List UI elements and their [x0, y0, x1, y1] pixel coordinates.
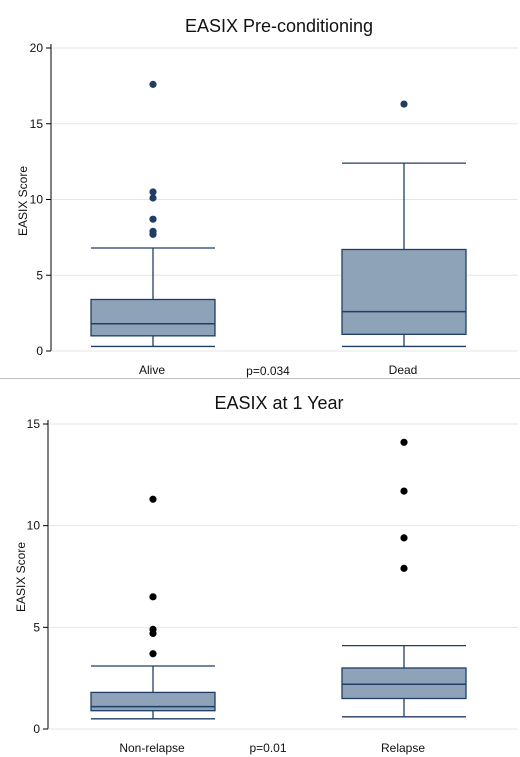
p-value-annotation: p=0.01 — [249, 741, 286, 755]
box-alive — [91, 81, 215, 347]
chart-panel-one-year: EASIX at 1 Year EASIX Score p=0.01 0 5 10 1… — [0, 379, 520, 757]
x-category-label: Non-relapse — [119, 741, 185, 755]
outlier-point — [149, 650, 156, 657]
box-non-relapse — [91, 496, 215, 719]
outlier-point — [400, 534, 407, 541]
outlier-point — [149, 81, 156, 88]
y-tick-label: 10 — [30, 193, 44, 207]
chart-svg-pre-conditioning: EASIX Pre-conditioning EASIX Score p=0.0… — [0, 0, 520, 378]
y-axis-label: EASIX Score — [14, 542, 28, 612]
outlier-point — [149, 228, 156, 235]
outlier-point — [400, 439, 407, 446]
y-tick-label: 20 — [30, 41, 44, 55]
y-tick-label: 10 — [27, 519, 41, 533]
chart-title: EASIX Pre-conditioning — [185, 16, 373, 36]
iqr-box — [91, 692, 215, 710]
outlier-point — [400, 488, 407, 495]
iqr-box — [91, 299, 215, 335]
y-tick-label: 0 — [36, 344, 43, 358]
outlier-point — [400, 100, 407, 107]
x-category-label: Alive — [139, 363, 165, 377]
p-value-annotation: p=0.034 — [246, 364, 290, 378]
outlier-point — [149, 626, 156, 633]
box-dead — [342, 100, 466, 346]
iqr-box — [342, 249, 466, 334]
y-tick-label: 5 — [33, 620, 40, 634]
x-category-label: Relapse — [381, 741, 425, 755]
outlier-point — [149, 188, 156, 195]
outlier-point — [400, 565, 407, 572]
y-tick-label: 0 — [33, 722, 40, 736]
outlier-point — [149, 593, 156, 600]
outlier-point — [149, 216, 156, 223]
y-tick-label: 5 — [36, 268, 43, 282]
y-tick-label: 15 — [27, 417, 41, 431]
outlier-point — [149, 496, 156, 503]
chart-panel-pre-conditioning: EASIX Pre-conditioning EASIX Score p=0.0… — [0, 0, 520, 379]
x-category-label: Dead — [389, 363, 418, 377]
box-relapse — [342, 439, 466, 717]
chart-title: EASIX at 1 Year — [214, 393, 343, 413]
iqr-box — [342, 668, 466, 699]
plot-area: 0 5 10 15 Non-relapse Relapse — [27, 417, 518, 755]
y-axis-label: EASIX Score — [16, 166, 30, 236]
y-tick-label: 15 — [30, 117, 44, 131]
chart-svg-one-year: EASIX at 1 Year EASIX Score p=0.01 0 5 10 1… — [0, 379, 520, 757]
plot-area: 0 5 10 15 20 Alive Dead — [30, 41, 518, 377]
